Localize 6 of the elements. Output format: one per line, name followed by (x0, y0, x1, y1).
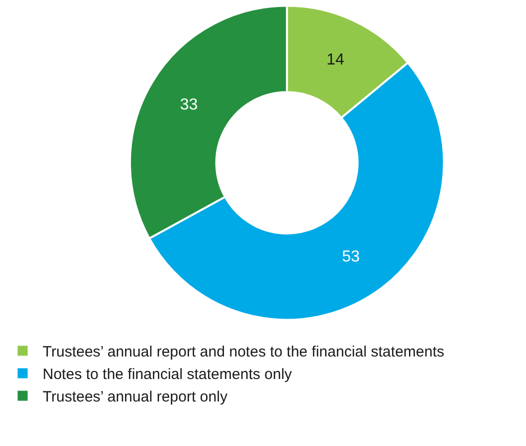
data-label: 14 (326, 51, 344, 68)
data-label: 33 (180, 96, 198, 114)
legend-label: Notes to the financial statements only (42, 366, 292, 384)
legend-label: Trustees’ annual report only (42, 388, 228, 406)
legend-label: Trustees’ annual report and notes to the financial statements (42, 344, 444, 361)
data-label: 53 (342, 248, 360, 266)
